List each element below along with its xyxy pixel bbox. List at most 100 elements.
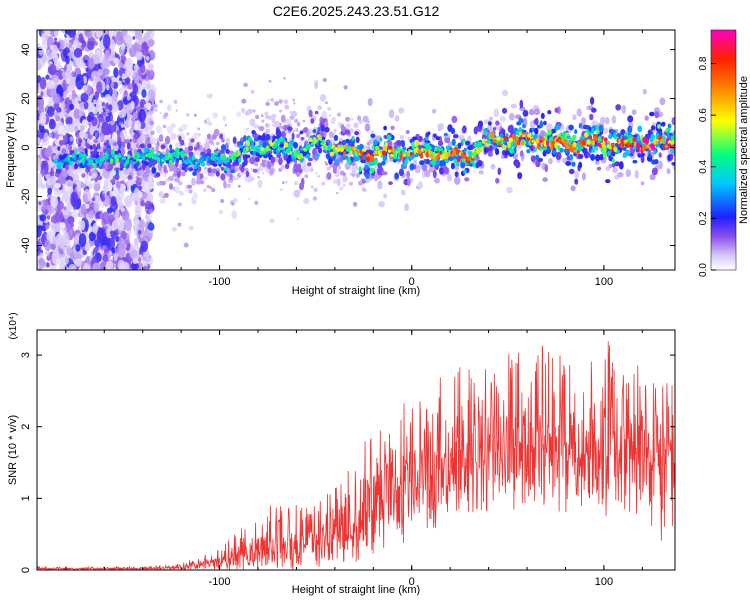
heatmap-cell: [299, 130, 304, 135]
heatmap-cell: [118, 111, 125, 119]
colorbar-tick-label: 0.4: [698, 159, 709, 173]
y-tick-label: 3: [20, 352, 32, 358]
heatmap-cell: [104, 225, 109, 230]
heatmap-cell: [659, 97, 666, 106]
heatmap-cell: [68, 144, 73, 151]
heatmap-cell: [74, 234, 80, 243]
heatmap-cell: [170, 123, 176, 129]
heatmap-cell: [149, 149, 154, 154]
heatmap-cell: [88, 210, 95, 219]
heatmap-cell: [218, 160, 222, 165]
heatmap-cell: [87, 111, 95, 122]
heatmap-cell: [324, 144, 328, 151]
heatmap-cell: [127, 154, 131, 159]
heatmap-cell: [633, 136, 637, 142]
heatmap-cell: [188, 145, 194, 152]
heatmap-cell: [179, 190, 184, 196]
heatmap-cell: [42, 209, 46, 213]
heatmap-cell: [533, 133, 538, 140]
heatmap-cell: [199, 180, 205, 185]
heatmap-cell: [322, 77, 327, 83]
heatmap-cell: [121, 156, 127, 160]
heatmap-cell: [238, 140, 244, 147]
heatmap-cell: [245, 146, 249, 152]
heatmap-cell: [644, 115, 649, 121]
heatmap-cell: [79, 146, 84, 153]
heatmap-cell: [148, 208, 154, 214]
heatmap-cell: [417, 149, 422, 155]
heatmap-cell: [355, 173, 360, 179]
heatmap-cell: [67, 30, 76, 38]
heatmap-cell: [571, 161, 576, 167]
heatmap-cell: [349, 150, 353, 155]
heatmap-cell: [284, 142, 289, 148]
heatmap-cell: [115, 180, 121, 189]
heatmap-cell: [625, 149, 630, 157]
heatmap-cell: [484, 128, 489, 132]
heatmap-cell: [448, 156, 454, 162]
heatmap-cell: [208, 157, 212, 164]
heatmap-cell: [104, 94, 111, 102]
heatmap-cell: [671, 117, 675, 126]
heatmap-cell: [360, 156, 364, 160]
heatmap-cell: [399, 148, 404, 151]
heatmap-cell: [191, 155, 196, 162]
heatmap-cell: [291, 154, 295, 159]
heatmap-cell: [412, 136, 418, 141]
heatmap-cell: [139, 169, 145, 175]
heatmap-cell: [250, 90, 255, 94]
heatmap-cell: [383, 125, 387, 131]
heatmap-cell: [510, 103, 517, 109]
heatmap-cell: [155, 145, 159, 153]
heatmap-cell: [101, 101, 106, 107]
heatmap-cell: [377, 162, 383, 169]
heatmap-cell: [345, 116, 350, 122]
heatmap-cell: [488, 116, 494, 122]
heatmap-cell: [336, 147, 341, 153]
heatmap-cell: [246, 140, 250, 147]
heatmap-cell: [46, 215, 51, 220]
heatmap-cell: [141, 113, 145, 120]
heatmap-cell: [204, 167, 207, 170]
heatmap-cell: [97, 106, 102, 112]
heatmap-cell: [105, 260, 114, 270]
heatmap-cell: [37, 225, 42, 238]
heatmap-cell: [503, 144, 507, 150]
heatmap-cell: [66, 168, 74, 176]
heatmap-cell: [61, 159, 66, 164]
spectrogram-y-label: Frequency (Hz): [5, 112, 17, 188]
heatmap-cell: [296, 133, 301, 139]
heatmap-cell: [648, 153, 652, 159]
heatmap-cell: [460, 139, 466, 143]
heatmap-cell: [517, 172, 523, 180]
heatmap-cell: [224, 124, 227, 127]
heatmap-cell: [164, 135, 171, 145]
heatmap-cell: [444, 158, 449, 163]
heatmap-cell: [357, 180, 364, 186]
heatmap-cell: [80, 92, 89, 103]
heatmap-cell: [537, 142, 540, 148]
heatmap-cell: [109, 172, 114, 180]
heatmap-cell: [399, 153, 403, 160]
heatmap-cell: [312, 129, 317, 133]
heatmap-cell: [129, 249, 138, 260]
heatmap-cell: [612, 167, 618, 174]
heatmap-cell: [265, 112, 269, 117]
heatmap-cell: [92, 222, 99, 234]
heatmap-cell: [280, 164, 286, 170]
heatmap-cell: [362, 148, 367, 152]
heatmap-cell: [414, 153, 420, 157]
heatmap-cell: [388, 181, 393, 186]
heatmap-cell: [508, 112, 515, 121]
heatmap-cell: [89, 77, 94, 82]
heatmap-cell: [229, 150, 234, 155]
heatmap-cell: [125, 37, 133, 49]
heatmap-cell: [212, 163, 218, 167]
heatmap-cell: [283, 76, 286, 80]
heatmap-cell: [515, 135, 519, 142]
heatmap-cell: [101, 121, 110, 136]
heatmap-cell: [245, 170, 250, 178]
heatmap-cell: [645, 138, 649, 145]
heatmap-cell: [381, 171, 388, 176]
heatmap-cell: [443, 132, 448, 137]
